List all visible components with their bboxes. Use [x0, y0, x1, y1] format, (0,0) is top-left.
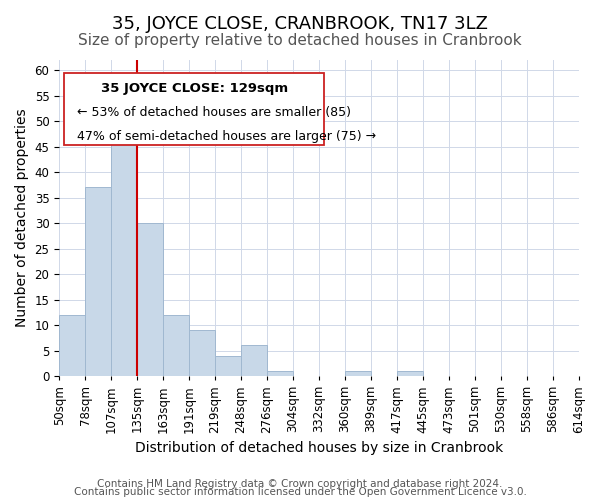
Bar	[163, 315, 189, 376]
Bar	[345, 371, 371, 376]
Bar	[111, 136, 137, 376]
Bar	[85, 188, 111, 376]
Text: Contains public sector information licensed under the Open Government Licence v3: Contains public sector information licen…	[74, 487, 526, 497]
Bar	[241, 346, 267, 376]
Bar	[397, 371, 422, 376]
Bar	[215, 356, 241, 376]
Bar	[267, 371, 293, 376]
Text: Contains HM Land Registry data © Crown copyright and database right 2024.: Contains HM Land Registry data © Crown c…	[97, 479, 503, 489]
Text: 35 JOYCE CLOSE: 129sqm: 35 JOYCE CLOSE: 129sqm	[101, 82, 288, 95]
Text: ← 53% of detached houses are smaller (85): ← 53% of detached houses are smaller (85…	[77, 106, 352, 119]
Bar	[189, 330, 215, 376]
Bar	[59, 315, 85, 376]
Text: 35, JOYCE CLOSE, CRANBROOK, TN17 3LZ: 35, JOYCE CLOSE, CRANBROOK, TN17 3LZ	[112, 15, 488, 33]
FancyBboxPatch shape	[64, 72, 324, 146]
X-axis label: Distribution of detached houses by size in Cranbrook: Distribution of detached houses by size …	[135, 441, 503, 455]
Bar	[137, 223, 163, 376]
Text: Size of property relative to detached houses in Cranbrook: Size of property relative to detached ho…	[78, 32, 522, 48]
Y-axis label: Number of detached properties: Number of detached properties	[15, 108, 29, 328]
Text: 47% of semi-detached houses are larger (75) →: 47% of semi-detached houses are larger (…	[77, 130, 376, 142]
